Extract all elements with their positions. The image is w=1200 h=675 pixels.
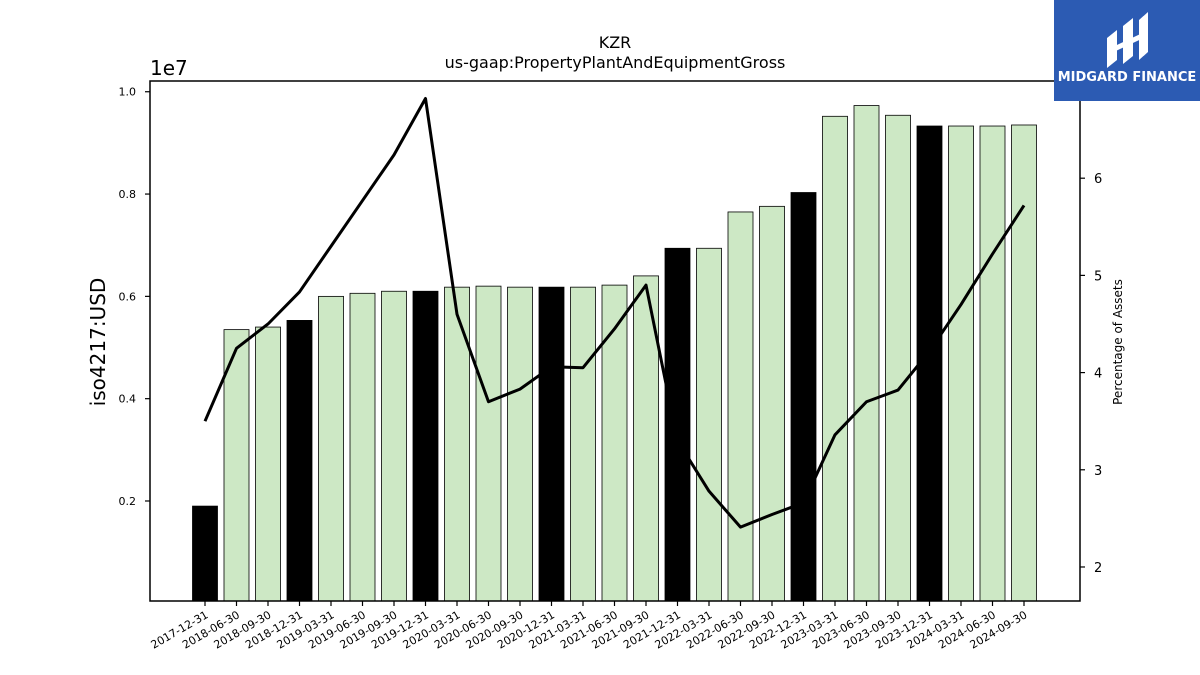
bar-2024-03-31 xyxy=(948,125,974,602)
y-tick-label: 0.8 xyxy=(119,188,137,201)
bar-2024-09-30 xyxy=(1011,124,1037,602)
logo: MIDGARD FINANCE xyxy=(1054,0,1200,101)
y2-axis-label: Percentage of Assets xyxy=(1111,279,1125,405)
bar-2018-06-30 xyxy=(223,329,250,602)
bar-2017-12-31 xyxy=(192,505,218,602)
logo-mark-icon xyxy=(1107,12,1148,68)
y-offset-label: 1e7 xyxy=(150,56,188,80)
chart-title: KZR xyxy=(599,33,632,52)
bar-2018-09-30 xyxy=(255,326,281,602)
y-tick-label: 0.2 xyxy=(119,495,137,508)
bar-2022-06-30 xyxy=(727,211,754,602)
bar-2021-06-30 xyxy=(601,284,628,602)
bar-2018-12-31 xyxy=(286,320,313,602)
y-tick-label: 0.6 xyxy=(119,290,137,303)
y2-tick-label: 5 xyxy=(1094,269,1102,284)
bar-2022-12-31 xyxy=(790,192,817,602)
bar-2021-12-31 xyxy=(664,247,691,602)
bar-2023-06-30 xyxy=(853,105,880,602)
bar-2023-09-30 xyxy=(885,114,911,602)
bar-2023-03-31 xyxy=(822,115,848,602)
y-tick-label: 1.0 xyxy=(119,86,137,99)
bar-2019-09-30 xyxy=(381,290,407,602)
chart-subtitle: us-gaap:PropertyPlantAndEquipmentGross xyxy=(445,53,786,72)
bar-2020-12-31 xyxy=(538,286,565,602)
bars-group xyxy=(192,105,1037,602)
y-tick-label: 0.4 xyxy=(119,393,137,406)
bar-2024-06-30 xyxy=(979,125,1006,602)
y-axis-label: iso4217:USD xyxy=(86,278,110,407)
bar-2022-09-30 xyxy=(759,205,785,602)
bar-2021-03-31 xyxy=(570,286,596,602)
logo-text: MIDGARD FINANCE xyxy=(1058,70,1197,85)
bar-2019-12-31 xyxy=(412,290,439,602)
line-group xyxy=(203,97,1026,529)
y2-tick-label: 3 xyxy=(1094,464,1102,479)
bar-2020-09-30 xyxy=(507,286,533,602)
bar-2020-06-30 xyxy=(475,285,502,602)
y2-tick-label: 4 xyxy=(1094,367,1102,382)
y2-tick-label: 6 xyxy=(1094,172,1102,187)
bar-2022-03-31 xyxy=(696,247,722,602)
bar-2019-06-30 xyxy=(349,292,376,602)
bar-2019-03-31 xyxy=(318,295,344,602)
percentage-of-assets-line xyxy=(203,97,1026,529)
y2-tick-label: 2 xyxy=(1094,561,1102,576)
